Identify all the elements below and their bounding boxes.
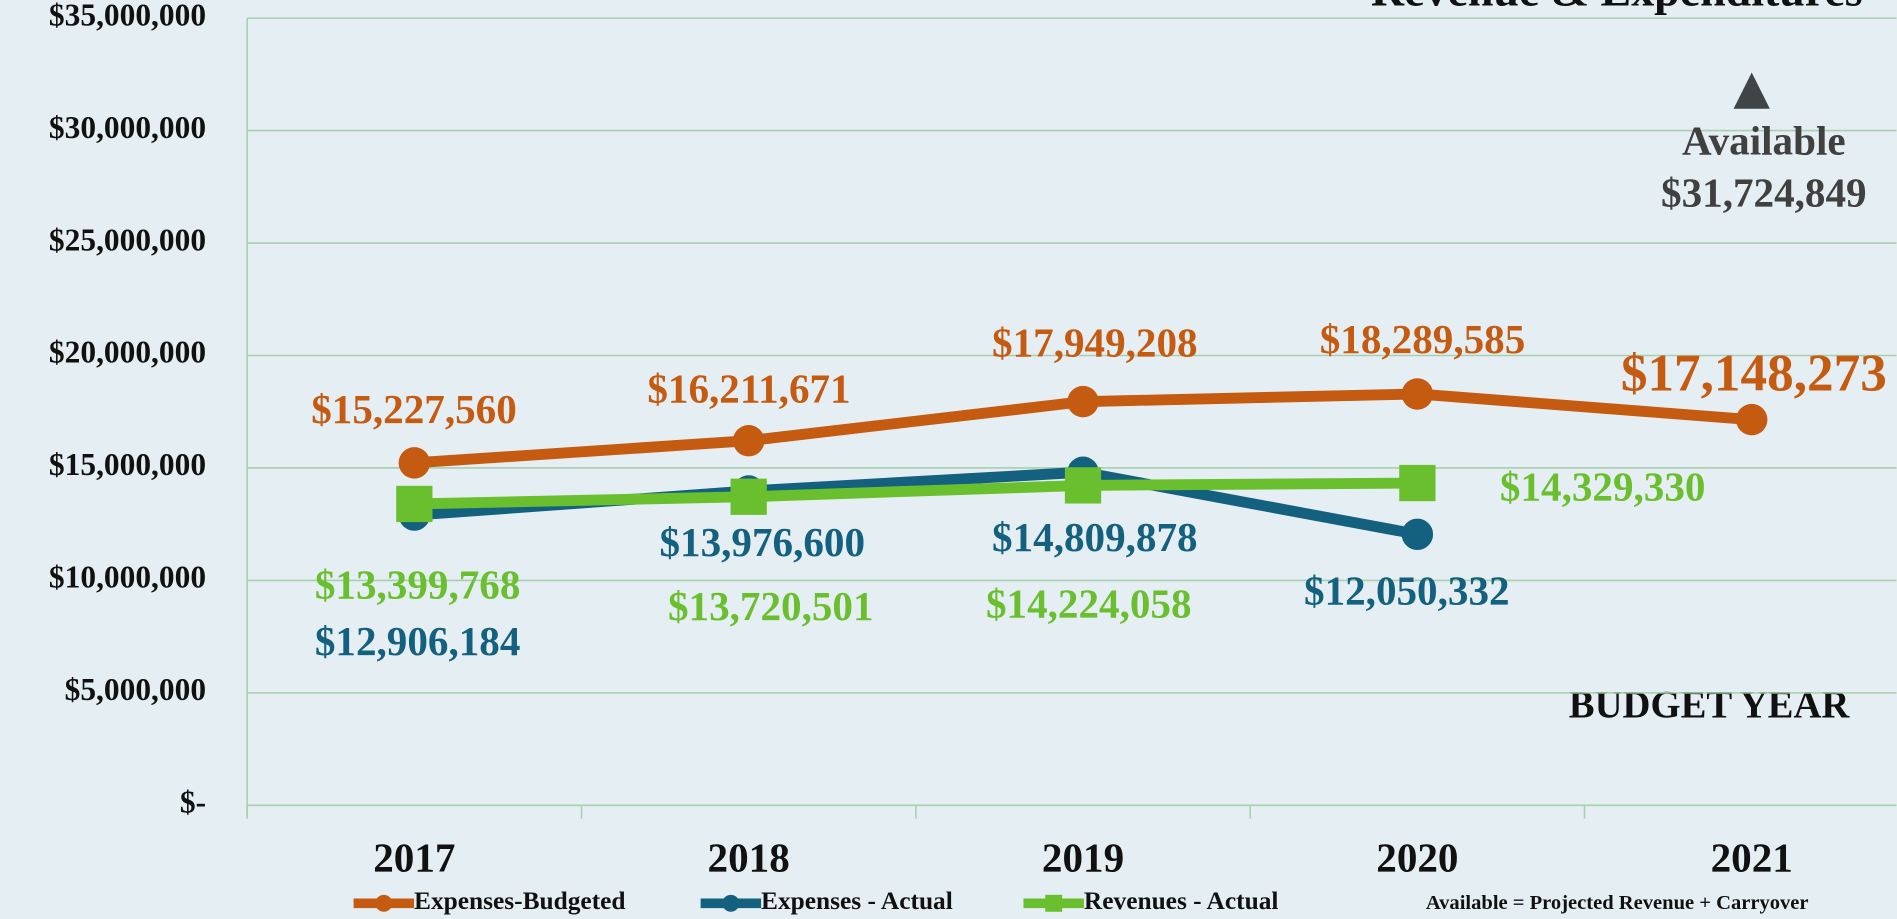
legend-label: Expenses - Actual bbox=[761, 887, 953, 915]
x-tick-label: 2018 bbox=[708, 835, 790, 881]
data-label: $16,211,671 bbox=[647, 365, 850, 411]
data-label: $13,399,768 bbox=[315, 561, 521, 607]
available-value: $31,724,849 bbox=[1661, 170, 1867, 216]
legend-label: Expenses-Budgeted bbox=[414, 887, 626, 915]
data-label: $14,809,878 bbox=[992, 514, 1198, 560]
data-label: $17,148,273 bbox=[1621, 344, 1887, 403]
available-marker bbox=[1733, 72, 1770, 109]
data-label: $13,720,501 bbox=[668, 583, 874, 629]
y-tick-label: $35,000,000 bbox=[49, 0, 206, 32]
x-tick-label: 2017 bbox=[373, 835, 455, 881]
chart-title: Revenue & Expenditures bbox=[1371, 0, 1863, 16]
legend-label: Revenues - Actual bbox=[1084, 887, 1279, 915]
marker bbox=[732, 424, 765, 457]
marker bbox=[398, 447, 431, 479]
data-label: $14,224,058 bbox=[986, 581, 1192, 627]
x-axis-label: BUDGET YEAR bbox=[1569, 684, 1851, 726]
marker bbox=[1067, 385, 1099, 418]
marker bbox=[730, 478, 767, 515]
y-tick-label: $20,000,000 bbox=[49, 335, 206, 370]
x-tick-label: 2020 bbox=[1376, 835, 1458, 881]
x-tick-label: 2021 bbox=[1711, 835, 1793, 881]
data-label: $12,050,332 bbox=[1304, 567, 1510, 613]
footnote: Available = Projected Revenue + Carryove… bbox=[1426, 892, 1809, 914]
y-tick-label: $15,000,000 bbox=[49, 447, 206, 482]
x-tick-label: 2019 bbox=[1042, 835, 1124, 881]
marker bbox=[1401, 518, 1434, 551]
y-tick-label: $25,000,000 bbox=[49, 222, 206, 257]
y-tick-label: $- bbox=[180, 785, 206, 820]
data-label: $17,949,208 bbox=[992, 319, 1198, 365]
data-label: $14,329,330 bbox=[1500, 463, 1706, 509]
legend-marker bbox=[1045, 894, 1063, 912]
data-label: $13,976,600 bbox=[660, 519, 866, 565]
marker bbox=[396, 485, 433, 523]
data-label: $18,289,585 bbox=[1320, 316, 1526, 362]
marker bbox=[1064, 467, 1102, 504]
marker bbox=[1735, 403, 1768, 436]
data-label: $12,906,184 bbox=[315, 618, 521, 664]
y-tick-label: $10,000,000 bbox=[49, 560, 206, 595]
y-tick-label: $30,000,000 bbox=[49, 110, 206, 145]
legend-marker bbox=[722, 894, 740, 912]
y-tick-label: $5,000,000 bbox=[65, 672, 206, 707]
data-label: $15,227,560 bbox=[311, 386, 517, 432]
legend-marker bbox=[375, 894, 393, 912]
series-line bbox=[414, 477, 1418, 510]
marker bbox=[1401, 378, 1434, 410]
available-label: Available bbox=[1682, 118, 1846, 164]
marker bbox=[1399, 464, 1436, 502]
